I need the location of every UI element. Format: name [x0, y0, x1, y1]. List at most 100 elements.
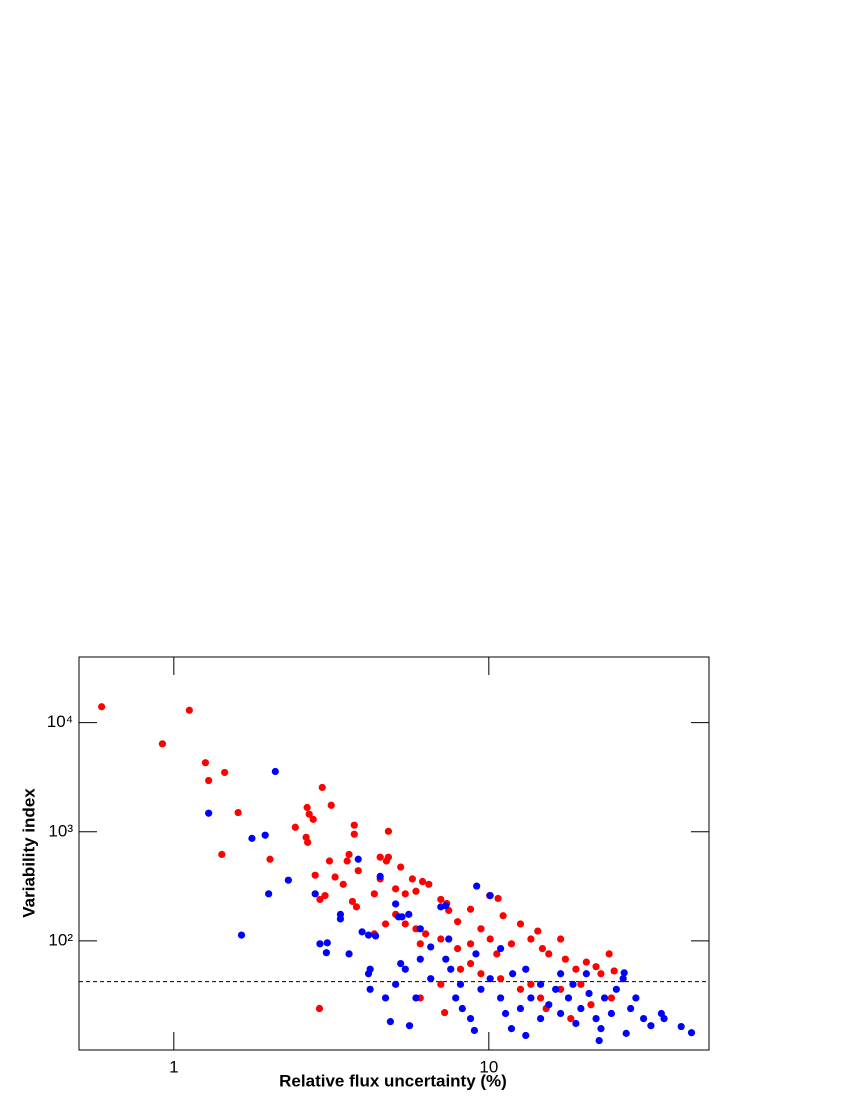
data-point	[660, 1014, 668, 1023]
data-point	[370, 890, 378, 898]
data-point	[545, 1001, 553, 1009]
x-tick-label: 10	[479, 1057, 498, 1076]
data-point	[327, 801, 335, 809]
data-point	[304, 838, 312, 846]
data-point	[205, 776, 213, 785]
data-point	[486, 892, 494, 900]
data-point	[416, 955, 424, 963]
x-tick-label: 1	[169, 1057, 178, 1076]
data-point	[408, 875, 417, 883]
data-point	[354, 867, 362, 875]
data-point	[397, 863, 405, 871]
data-point	[422, 930, 430, 938]
data-point	[158, 740, 167, 748]
data-point	[350, 830, 358, 838]
data-point	[577, 1004, 585, 1013]
data-point	[371, 932, 380, 940]
data-point	[343, 857, 351, 865]
data-point	[376, 872, 384, 881]
data-point	[381, 994, 390, 1002]
data-point	[477, 970, 485, 978]
data-point	[405, 1022, 414, 1030]
data-point	[507, 940, 516, 948]
data-point	[612, 985, 620, 993]
data-point	[305, 810, 313, 818]
data-point	[640, 1014, 648, 1023]
data-point	[311, 890, 319, 898]
data-point	[321, 892, 329, 900]
data-point	[445, 935, 453, 943]
data-point	[557, 970, 565, 978]
data-point	[538, 944, 547, 953]
data-point	[392, 900, 400, 908]
data-point	[582, 958, 590, 966]
data-point	[527, 935, 535, 943]
data-point	[456, 965, 465, 973]
data-point	[497, 975, 505, 983]
data-point	[536, 1014, 545, 1023]
data-point	[516, 920, 525, 928]
data-point	[325, 857, 334, 865]
x-axis-title: Relative flux uncertainty (%)	[279, 1071, 507, 1090]
data-point	[416, 925, 424, 933]
data-point	[627, 1004, 635, 1013]
data-point	[354, 855, 362, 863]
data-point	[572, 1019, 580, 1028]
data-point	[572, 965, 580, 973]
data-point	[401, 965, 409, 973]
data-point	[569, 980, 577, 988]
data-point	[486, 935, 494, 943]
data-point	[442, 955, 450, 963]
data-point	[437, 895, 445, 904]
data-point	[552, 985, 560, 993]
data-point	[494, 894, 502, 903]
data-point	[497, 994, 505, 1002]
data-point	[516, 985, 525, 993]
data-point	[318, 783, 326, 792]
data-point	[486, 975, 494, 983]
data-point	[392, 980, 400, 988]
data-point	[647, 1022, 655, 1030]
data-point	[454, 944, 462, 953]
data-point	[622, 1029, 630, 1037]
data-point	[466, 1014, 475, 1023]
data-point	[619, 975, 627, 983]
data-point	[405, 910, 413, 918]
data-point	[687, 1029, 696, 1037]
data-point	[291, 823, 299, 831]
data-point	[582, 970, 590, 978]
data-point	[677, 1022, 685, 1031]
data-point	[561, 955, 569, 963]
data-point	[437, 980, 445, 988]
data-point	[472, 950, 480, 958]
data-point	[316, 895, 324, 904]
data-point	[632, 994, 640, 1002]
data-point	[592, 963, 600, 971]
data-point	[412, 994, 420, 1002]
data-point	[366, 985, 374, 993]
data-point	[234, 808, 242, 817]
data-point	[585, 989, 593, 998]
data-point	[509, 970, 517, 978]
data-point	[364, 931, 373, 939]
data-point	[364, 970, 373, 978]
data-point	[501, 1009, 510, 1018]
data-point	[466, 905, 475, 913]
data-point	[350, 821, 358, 829]
data-point	[185, 706, 193, 714]
data-point	[221, 768, 229, 777]
data-point	[534, 927, 542, 935]
data-point	[384, 853, 393, 861]
data-point	[536, 994, 545, 1002]
data-point	[218, 850, 226, 859]
data-point	[348, 897, 357, 906]
data-point	[248, 834, 256, 842]
y-tick-label: 10²	[48, 930, 73, 949]
data-point	[331, 873, 339, 881]
data-point	[265, 890, 273, 898]
data-point	[592, 1014, 600, 1023]
data-point	[587, 1001, 595, 1009]
data-point	[323, 939, 331, 947]
data-point	[442, 902, 450, 910]
data-point	[98, 703, 106, 711]
